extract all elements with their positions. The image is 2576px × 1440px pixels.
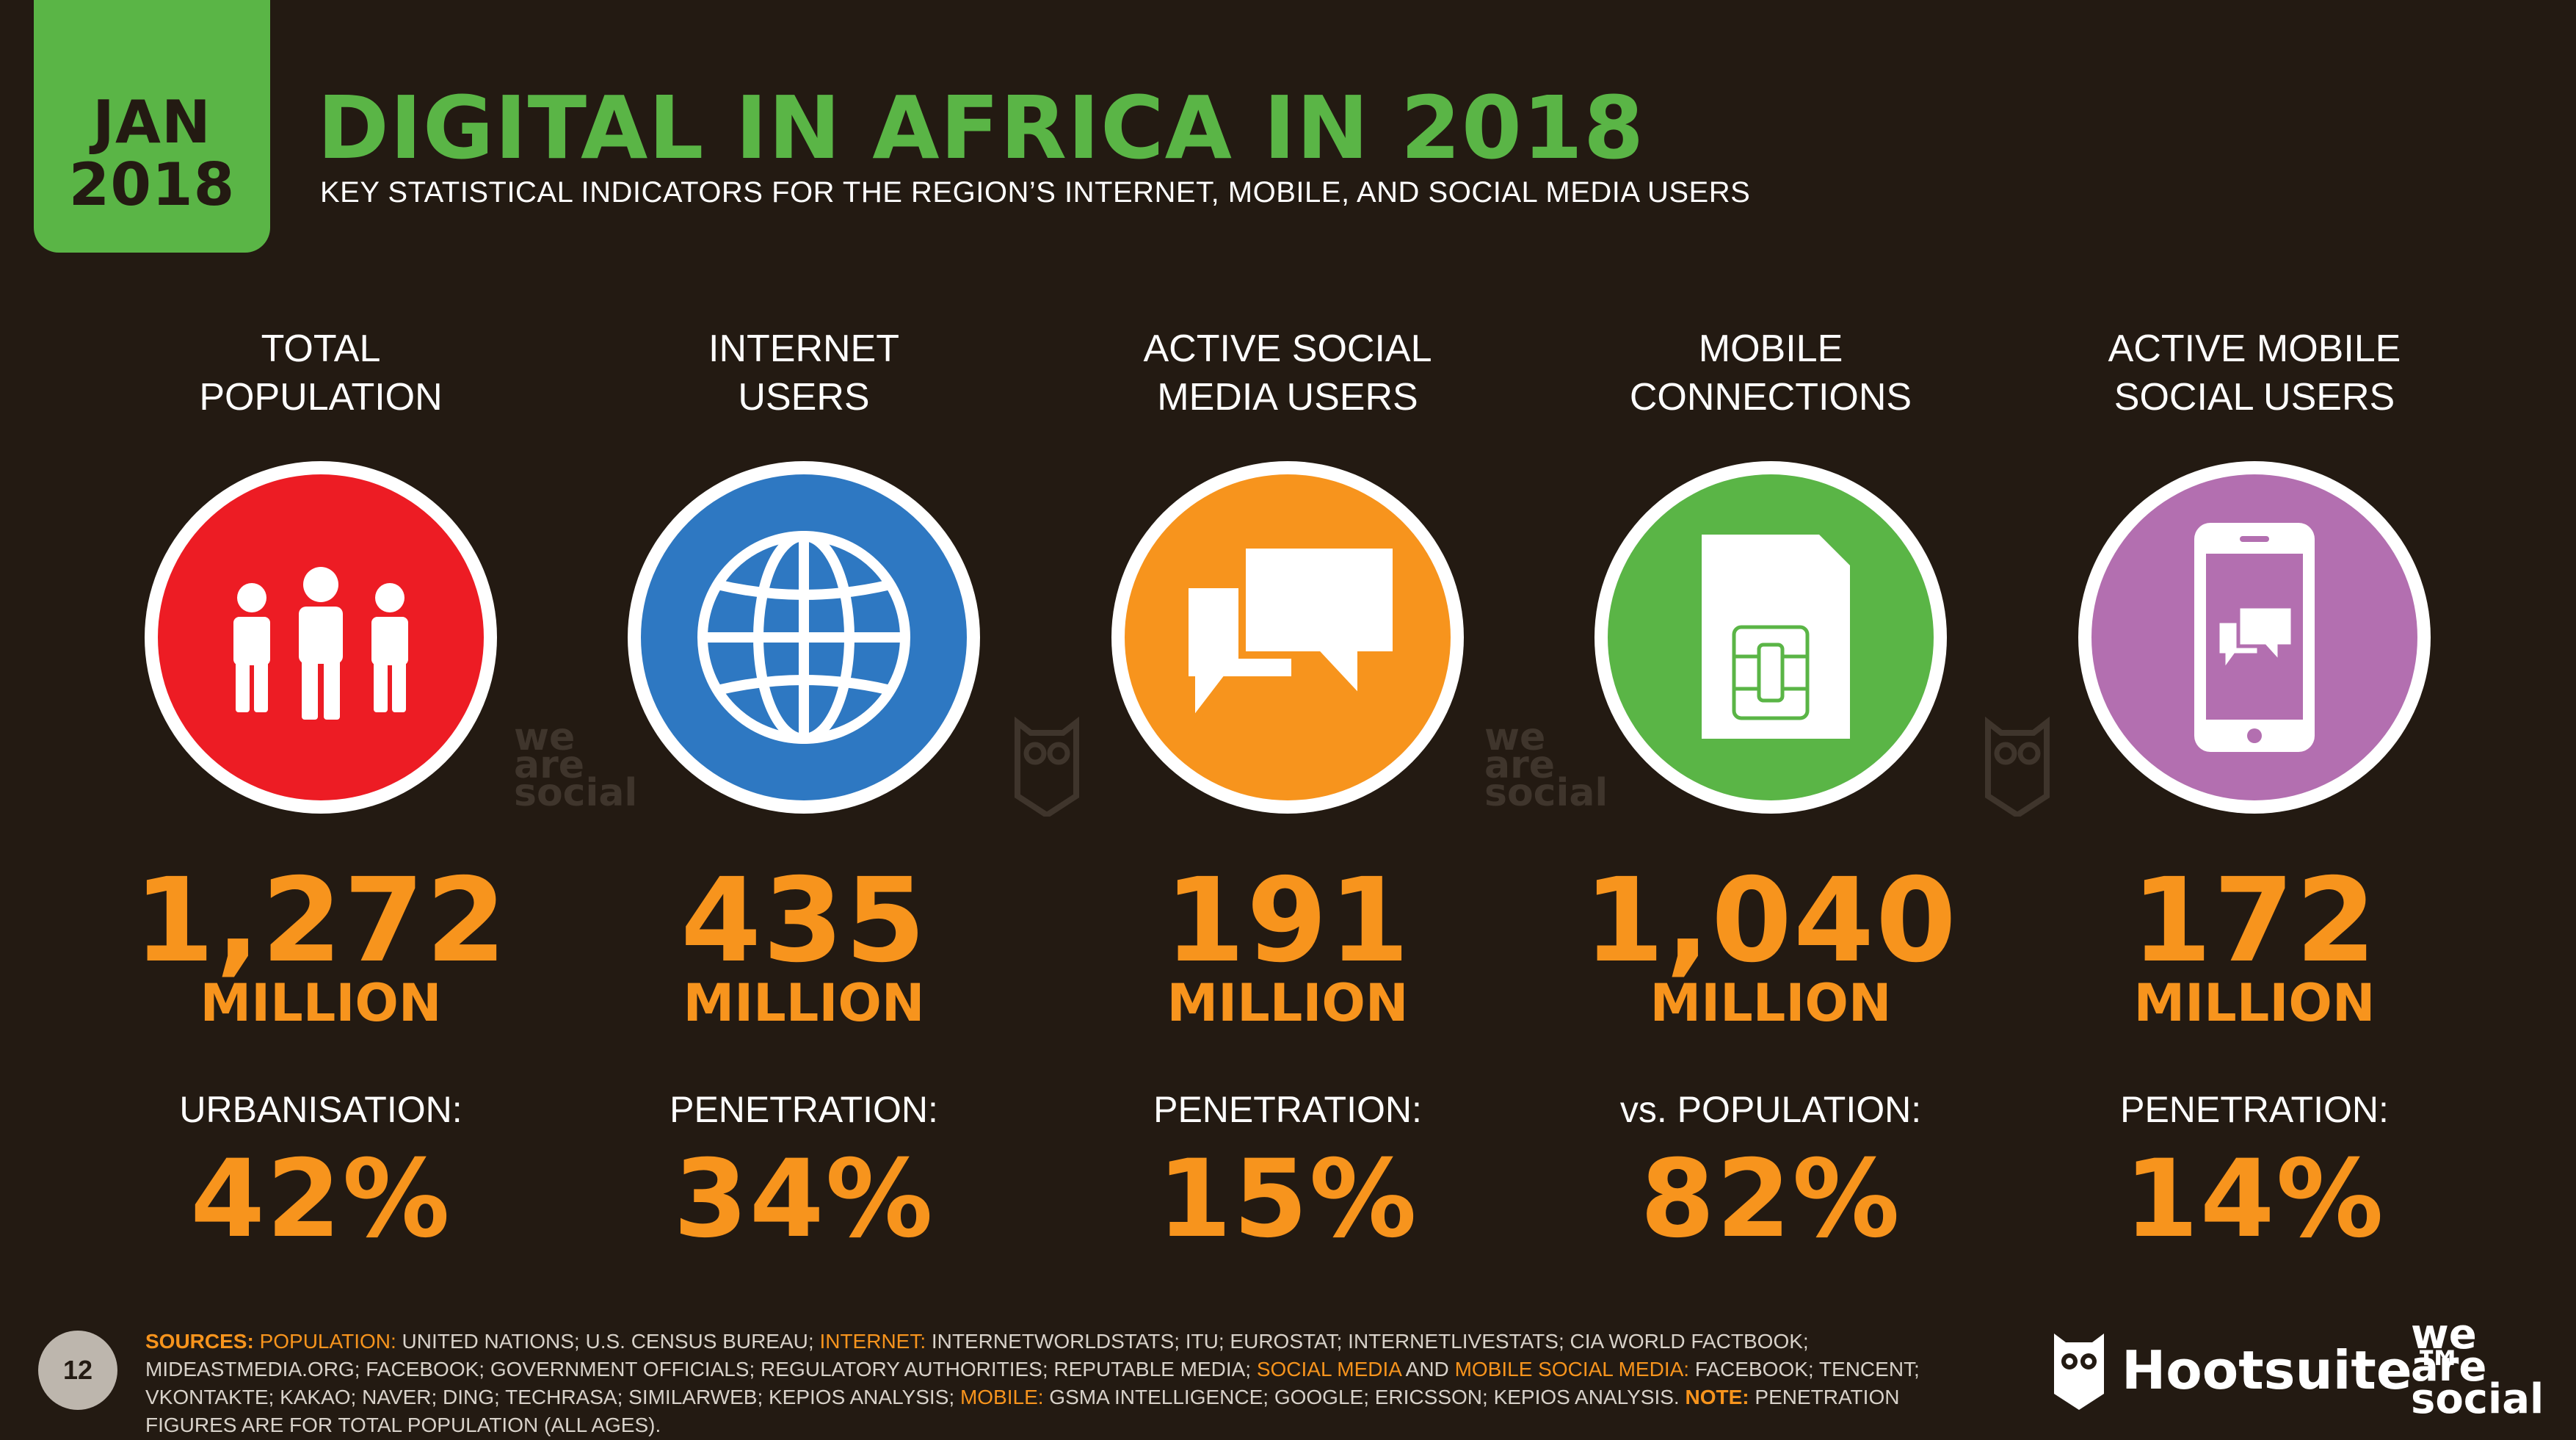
stat-metric-value: 82% [1640,1137,1901,1262]
sources-population-label: POPULATION: [259,1330,396,1353]
hootsuite-owl-icon [2054,1334,2104,1410]
sources-note-label: NOTE: [1685,1386,1749,1408]
sim-card-icon [1608,474,1934,800]
stat-value: 172 [2131,853,2378,988]
mobile-chat-icon [2091,474,2417,800]
stat-metric-value: 42% [190,1137,451,1262]
stat-metric-value: 15% [1157,1137,1418,1262]
owl-watermark-icon [1015,717,1079,817]
stat-value: 191 [1164,853,1411,988]
stat-total-population: TOTAL POPULATION 1 [115,0,526,1440]
stat-label: TOTAL POPULATION [199,328,443,419]
stat-internet-users: INTERNET USERS 435 MILLION PENETRATION: … [598,0,1009,1440]
stat-unit: MILLION [683,973,925,1033]
sources-internet: INTERNETWORLDSTATS; ITU; EUROSTAT; INTER… [145,1330,1809,1381]
sources-internet-label: INTERNET: [819,1330,926,1353]
stat-value: 435 [681,853,927,988]
page-subtitle: KEY STATISTICAL INDICATORS FOR THE REGIO… [320,176,1751,209]
people-icon [158,474,484,800]
stat-icon-ring [628,461,980,814]
stat-value: 1,272 [134,853,508,988]
stat-mobile-connections: MOBILE CONNECTIONS 1,040 MILLION vs. POP… [1565,0,1976,1440]
we-are-social-logo: we are social [2411,1311,2544,1423]
stat-unit: MILLION [1650,973,1892,1033]
sources-label: SOURCES: [145,1330,254,1353]
we-are-social-watermark: we are social [514,715,638,815]
sources-note: PENETRATION FIGURES ARE FOR TOTAL POPULA… [145,1386,1900,1436]
stat-unit: MILLION [2133,973,2376,1033]
stat-metric-label: vs. POPULATION: [1619,1089,1922,1130]
chat-bubbles-icon [1125,474,1451,800]
stat-unit: MILLION [200,973,442,1033]
stat-label: ACTIVE SOCIAL MEDIA USERS [1143,328,1432,419]
globe-icon [641,474,967,800]
stat-icon-ring [1111,461,1464,814]
sources-social: FACEBOOK; TENCENT; VKONTAKTE; KAKAO; NAV… [145,1358,1920,1408]
sources-and: AND [1401,1358,1455,1381]
date-badge: JAN 2018 [34,0,270,253]
date-year: 2018 [68,151,236,219]
stat-label: INTERNET USERS [708,328,899,419]
sources-mobile-social-label: MOBILE SOCIAL MEDIA: [1454,1358,1690,1381]
stat-metric-label: URBANISATION: [179,1089,462,1130]
stat-metric-value: 34% [673,1137,935,1262]
stat-icon-ring [145,461,497,814]
page-title: DIGITAL IN AFRICA IN 2018 [317,77,1645,178]
sources-social-label: SOCIAL MEDIA [1256,1358,1401,1381]
stat-active-social-media-users: ACTIVE SOCIAL MEDIA USERS 191 MILLION PE… [1082,0,1493,1440]
stat-icon-ring [2078,461,2431,814]
sources-mobile: GSMA INTELLIGENCE; GOOGLE; ERICSSON; KEP… [1043,1386,1686,1408]
sources-text: SOURCES: POPULATION: UNITED NATIONS; U.S… [145,1328,1995,1439]
we-are-social-watermark: we are social [1484,715,1608,815]
stat-value: 1,040 [1583,853,1958,988]
stat-metric-label: PENETRATION: [670,1089,938,1130]
stat-unit: MILLION [1167,973,1409,1033]
hootsuite-wordmark: Hootsuite™ [2122,1339,2465,1401]
stat-metric-label: PENETRATION: [2120,1089,2389,1130]
owl-watermark-icon [1985,717,2050,817]
stat-icon-ring [1594,461,1947,814]
stat-metric-value: 14% [2124,1137,2385,1262]
stat-label: ACTIVE MOBILE SOCIAL USERS [2108,328,2401,419]
date-month: JAN [92,88,211,156]
stat-active-mobile-social-users: ACTIVE MOBILE SOCIAL USERS 172 MILLION P… [2049,0,2460,1440]
stat-metric-label: PENETRATION: [1153,1089,1422,1130]
page-number: 12 [38,1331,117,1410]
sources-mobile-label: MOBILE: [959,1386,1044,1408]
stat-label: MOBILE CONNECTIONS [1629,328,1912,419]
sources-population: UNITED NATIONS; U.S. CENSUS BUREAU; [396,1330,820,1353]
